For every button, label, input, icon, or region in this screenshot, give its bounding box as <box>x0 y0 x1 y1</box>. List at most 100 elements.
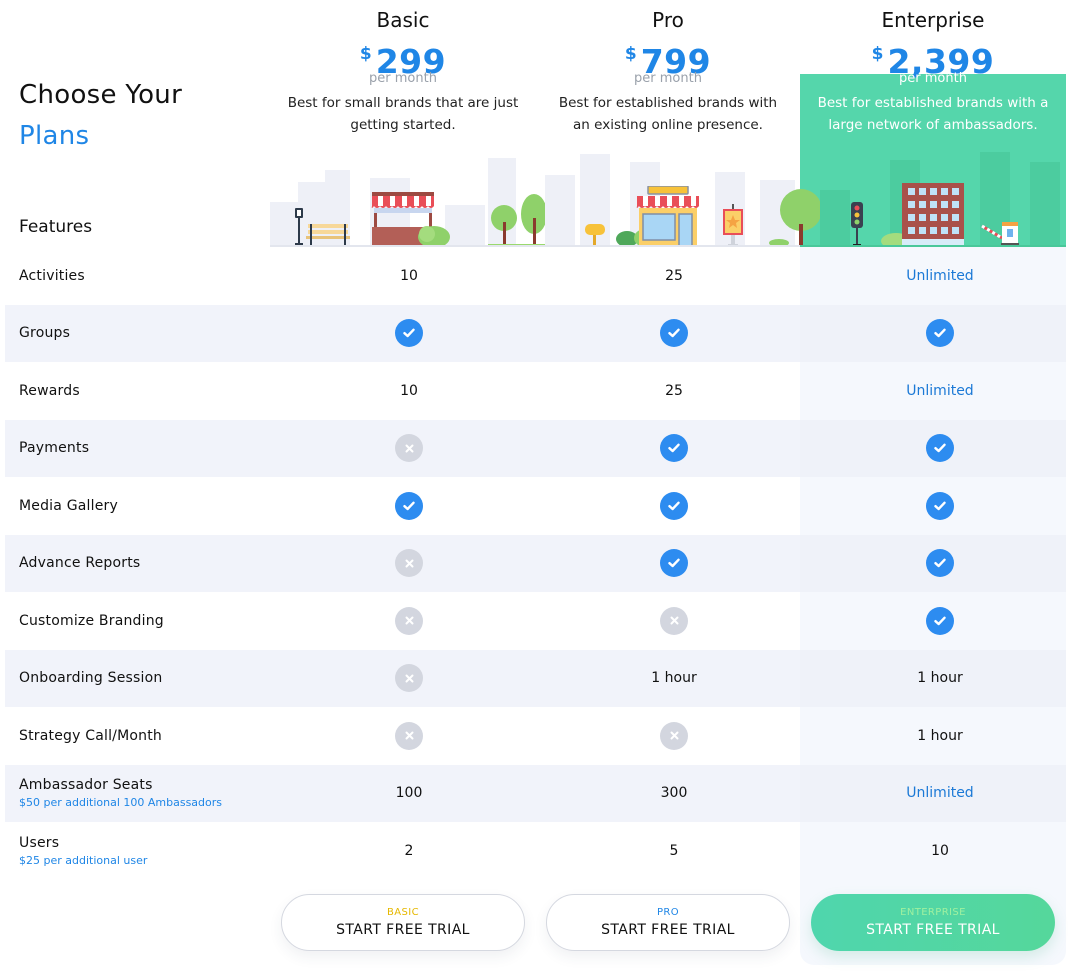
parking-barrier-icon <box>981 222 1019 246</box>
feature-note: $50 per additional 100 Ambassadors <box>19 796 223 809</box>
button-label: START FREE TRIAL <box>601 922 735 938</box>
check-circle-icon <box>926 319 954 347</box>
scenery-pro-illustration <box>535 150 822 247</box>
plan-header-basic: Basic $299 per month Best for small bran… <box>270 6 536 136</box>
feature-name: Customize Branding <box>19 612 164 629</box>
feature-value: 1 hour <box>917 670 963 686</box>
x-circle-icon <box>395 721 423 750</box>
feature-value <box>276 650 542 707</box>
mailbox-icon <box>585 224 605 247</box>
plan-price: $299 <box>359 42 447 81</box>
button-label: START FREE TRIAL <box>866 922 1000 938</box>
office-building-icon <box>902 183 964 247</box>
feature-name: Rewards <box>19 382 80 399</box>
feature-row: Strategy Call/Month 1 hour <box>5 707 1066 764</box>
feature-value: 2 <box>404 842 414 859</box>
lamp-bench-icon <box>295 208 350 246</box>
feature-value <box>807 592 1070 649</box>
x-circle-icon <box>395 664 423 692</box>
feature-row: Media Gallery <box>5 477 1066 534</box>
enterprise-column-background <box>800 247 1066 965</box>
x-circle-icon <box>395 606 423 635</box>
check-circle-icon <box>660 549 688 577</box>
plan-name: Basic <box>376 8 430 32</box>
plan-description: Best for established brands with an exis… <box>558 95 778 133</box>
feature-value: 10 <box>400 382 418 399</box>
feature-label: Customize Branding <box>19 592 164 649</box>
feature-label: Strategy Call/Month <box>19 707 162 764</box>
check-circle-icon <box>926 491 954 520</box>
feature-name: Activities <box>19 267 85 284</box>
feature-value <box>807 305 1070 362</box>
feature-value: Unlimited <box>906 267 974 284</box>
feature-value: 25 <box>665 382 683 399</box>
feature-value: 25 <box>665 267 683 284</box>
enterprise-cell-bg <box>800 649 1066 707</box>
feature-value: Unlimited <box>906 785 974 801</box>
feature-name: Onboarding Session <box>19 670 163 686</box>
check-circle-icon <box>926 606 954 635</box>
feature-value <box>276 707 542 764</box>
feature-value: 5 <box>669 842 679 859</box>
feature-value <box>276 420 542 477</box>
feature-value <box>276 305 542 362</box>
pro-start-trial-button[interactable]: PRO START FREE TRIAL <box>546 894 790 951</box>
feature-name: Media Gallery <box>19 497 118 514</box>
page-title-line2: Plans <box>19 121 90 151</box>
feature-value: 300 <box>660 785 688 801</box>
basic-start-trial-button[interactable]: BASIC START FREE TRIAL <box>281 894 525 951</box>
plan-name: Pro <box>652 8 684 32</box>
feature-row: Ambassador Seats $50 per additional 100 A… <box>5 764 1066 822</box>
x-circle-icon <box>395 549 423 577</box>
feature-name: Ambassador Seats <box>19 777 153 793</box>
button-tier-label: ENTERPRISE <box>900 907 966 918</box>
feature-label: Payments <box>19 420 89 477</box>
plan-price: $799 <box>624 42 712 81</box>
button-label: START FREE TRIAL <box>336 922 470 938</box>
traffic-light-icon <box>851 202 863 247</box>
feature-row: Groups <box>5 304 1066 362</box>
check-circle-icon <box>926 549 954 577</box>
plan-header-enterprise: Enterprise $2,399 per month Best for est… <box>800 6 1066 136</box>
feature-label: Activities <box>19 247 85 304</box>
feature-label: Users $25 per additional user <box>19 822 147 879</box>
plan-period: per month <box>899 71 967 86</box>
feature-name: Groups <box>19 325 71 341</box>
button-tier-label: PRO <box>656 907 680 918</box>
feature-label: Groups <box>19 305 70 362</box>
feature-value <box>276 477 542 534</box>
billboard-sign-icon <box>723 204 743 247</box>
plan-header-pro: Pro $799 per month Best for established … <box>535 6 801 136</box>
feature-label: Onboarding Session <box>19 650 162 707</box>
storefront-icon <box>636 186 699 247</box>
page-title-line1: Choose Your <box>19 80 183 110</box>
feature-value <box>807 420 1070 477</box>
plan-name: Enterprise <box>881 8 985 32</box>
feature-value <box>541 477 807 534</box>
check-circle-icon <box>660 491 688 520</box>
feature-row: Customize Branding <box>5 592 1066 649</box>
feature-row: Payments <box>5 419 1066 477</box>
check-circle-icon <box>660 434 688 462</box>
feature-row: Onboarding Session 1 hour 1 hour <box>5 649 1066 707</box>
feature-value <box>541 535 807 592</box>
feature-value: 10 <box>400 267 418 284</box>
feature-label: Rewards <box>19 362 80 419</box>
feature-value: 10 <box>931 842 949 859</box>
feature-row: Rewards 10 25 Unlimited <box>5 362 1066 419</box>
scenery-enterprise-illustration <box>800 150 1066 247</box>
button-tier-label: BASIC <box>387 907 419 918</box>
plan-period: per month <box>634 71 702 86</box>
feature-value <box>807 535 1070 592</box>
plan-description: Best for small brands that are just gett… <box>287 95 519 133</box>
market-stall-icon <box>371 192 434 247</box>
x-circle-icon <box>660 721 688 750</box>
feature-value <box>541 305 807 362</box>
feature-value <box>541 420 807 477</box>
feature-name: Strategy Call/Month <box>19 727 162 744</box>
feature-row: Users $25 per additional user 2 5 10 <box>5 822 1066 879</box>
plan-period: per month <box>369 71 437 86</box>
plan-price: $2,399 <box>871 42 995 81</box>
enterprise-start-trial-button[interactable]: ENTERPRISE START FREE TRIAL <box>811 894 1055 951</box>
